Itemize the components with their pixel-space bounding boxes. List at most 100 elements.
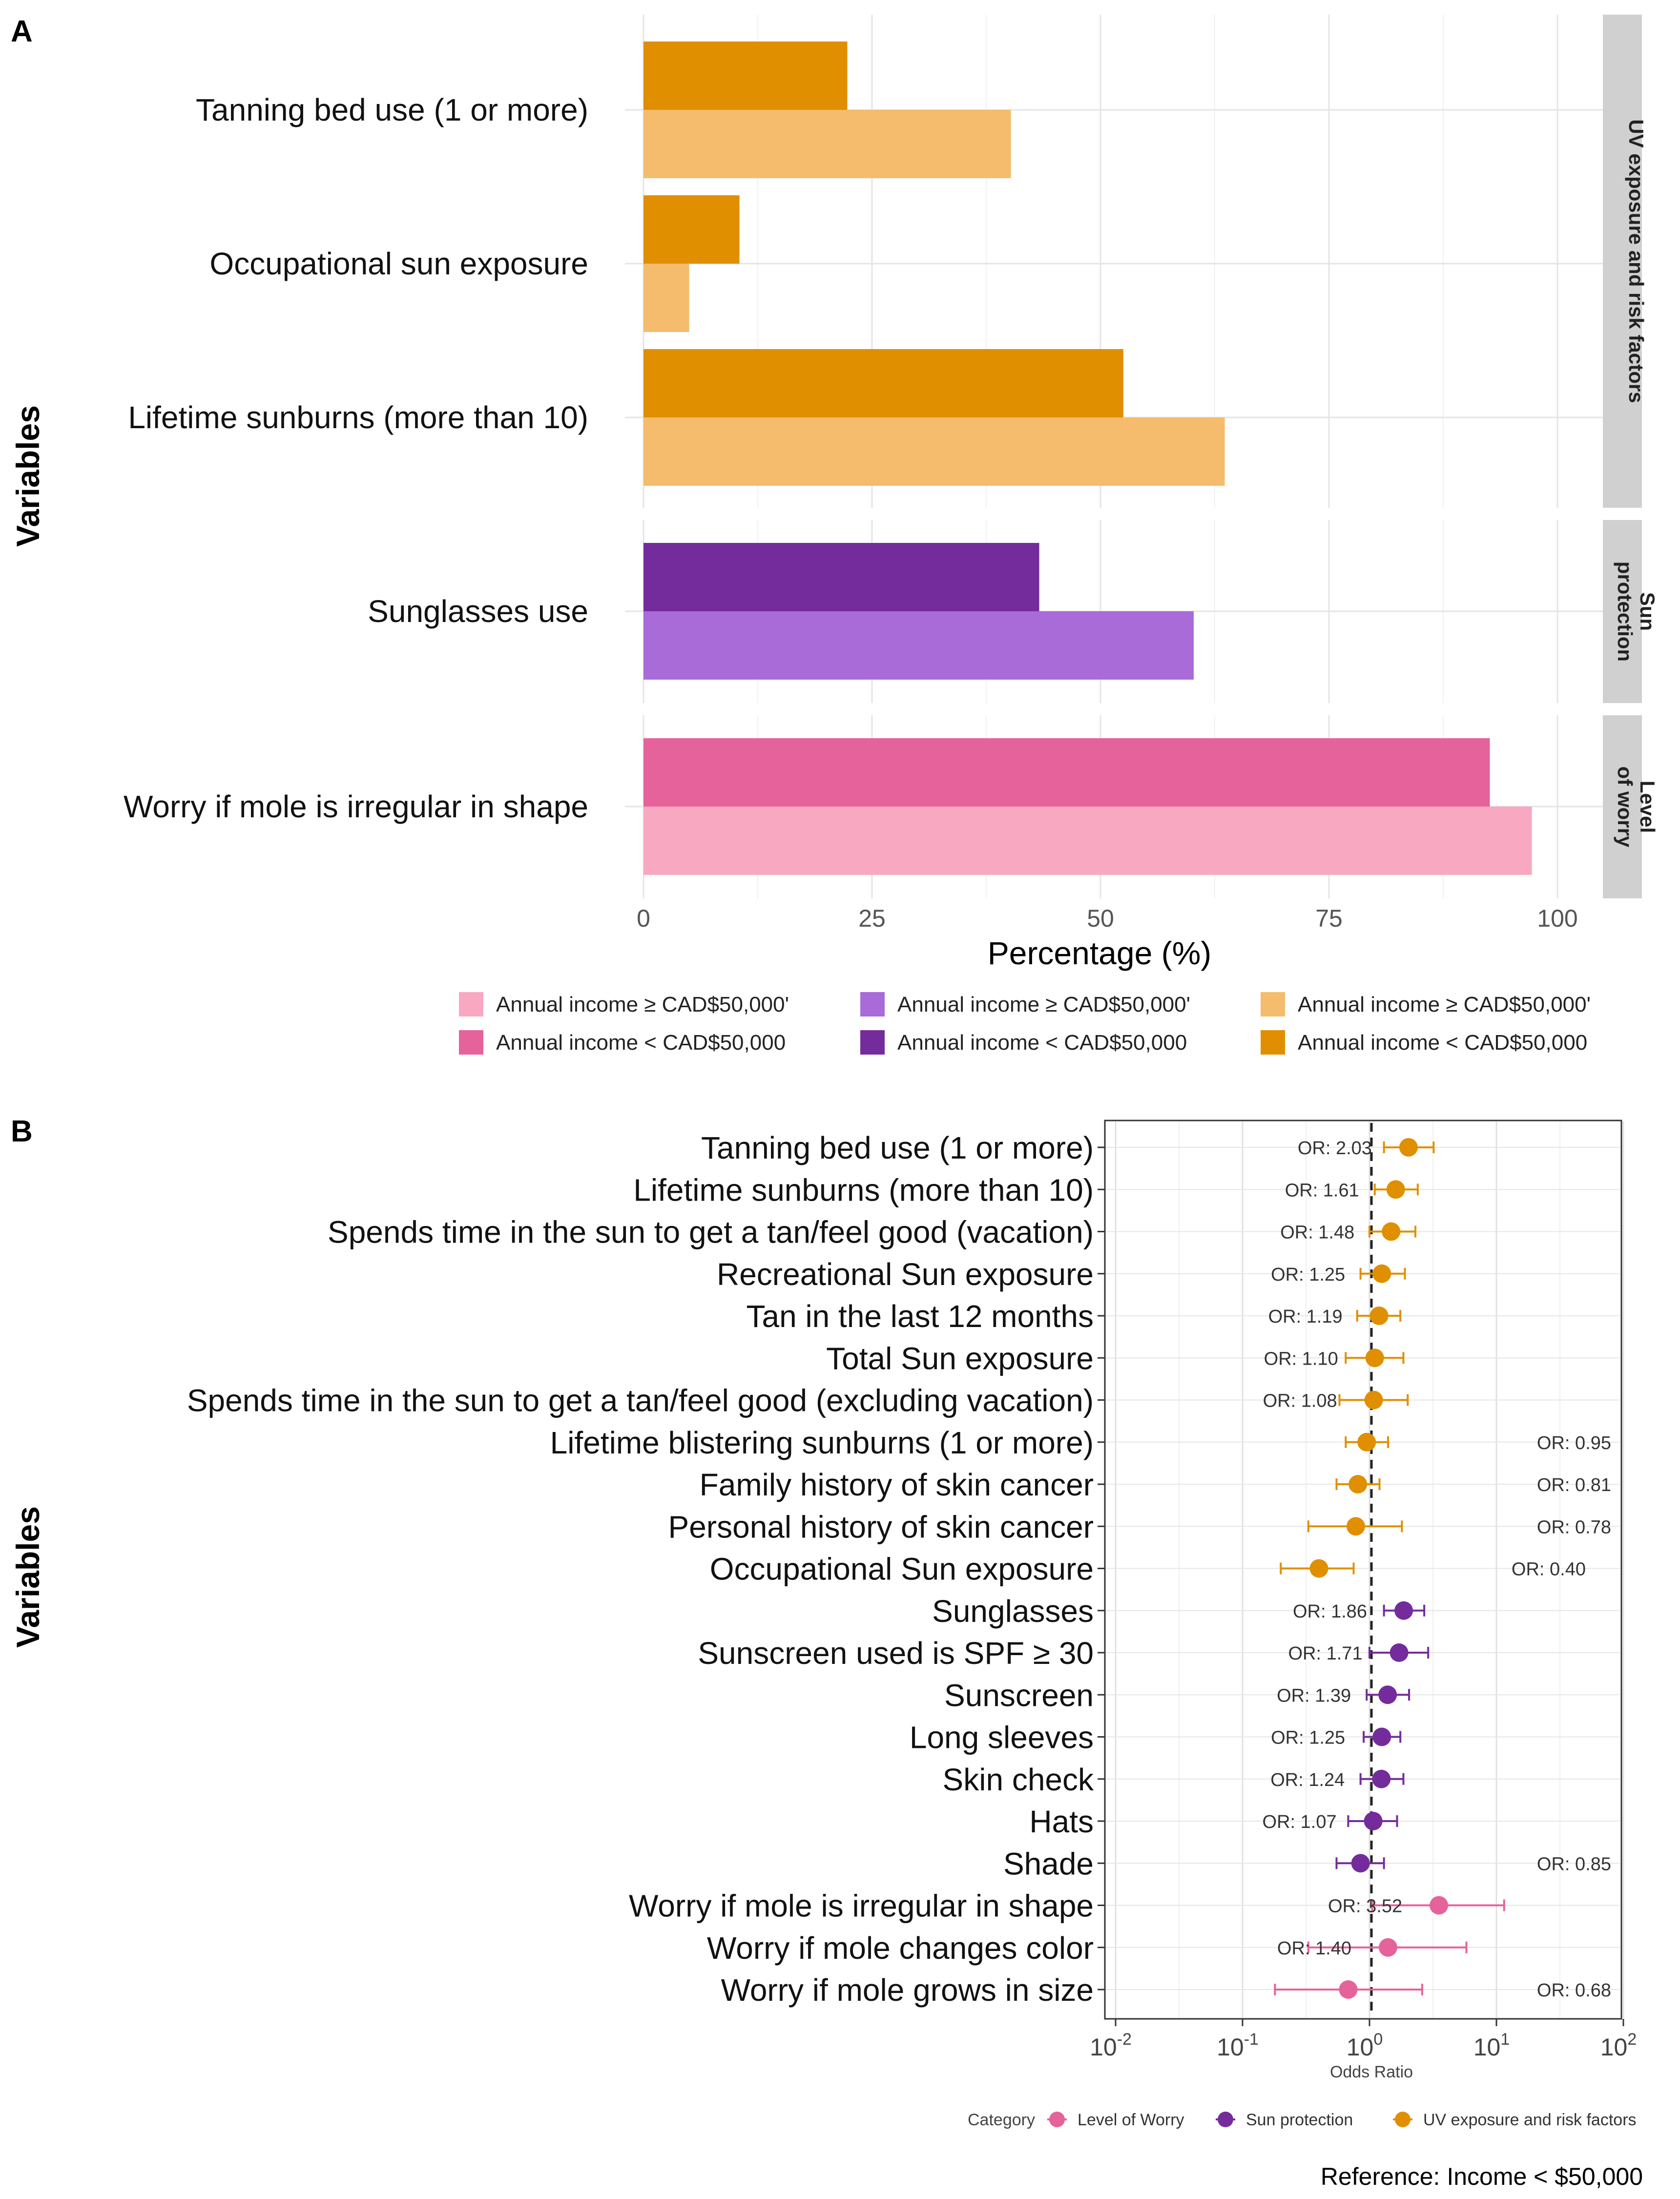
row-label: Tanning bed use (1 or more) xyxy=(701,1130,1094,1165)
or-label: OR: 1.48 xyxy=(1280,1223,1354,1243)
bar xyxy=(643,807,1532,875)
x-tick-label: 10-2 xyxy=(1090,2030,1132,2061)
row-label: Worry if mole changes color xyxy=(707,1930,1094,1966)
or-point xyxy=(1394,1601,1413,1620)
legend-label: Annual income ≥ CAD$50,000' xyxy=(1298,993,1591,1017)
or-label: OR: 0.81 xyxy=(1537,1475,1611,1495)
row-label: Recreational Sun exposure xyxy=(717,1257,1094,1292)
panel-b-xlabel: Odds Ratio xyxy=(1330,2063,1413,2081)
or-point xyxy=(1348,1475,1368,1494)
or-point xyxy=(1369,1307,1389,1325)
or-label: OR: 1.08 xyxy=(1263,1391,1337,1411)
facet-strip xyxy=(1603,15,1642,508)
or-point xyxy=(1339,1980,1358,1999)
x-tick-label: 25 xyxy=(858,905,886,932)
row-label: Personal history of skin cancer xyxy=(668,1509,1094,1544)
legend-label: Annual income < CAD$50,000 xyxy=(1298,1031,1587,1055)
panel-a-x-ticks: 0 25 50 75 100 xyxy=(637,905,1578,932)
panel-b-x-ticks: 10-2 10-1 100 101 102 xyxy=(1090,2019,1637,2061)
x-tick-label: 100 xyxy=(1347,2030,1383,2061)
x-tick-base: 10 xyxy=(1217,2033,1244,2061)
legend-swatch xyxy=(459,992,483,1017)
x-tick-exponent: -1 xyxy=(1244,2030,1259,2049)
or-label: OR: 3.52 xyxy=(1328,1896,1402,1917)
or-label: OR: 0.78 xyxy=(1537,1517,1611,1537)
bar xyxy=(643,417,1225,486)
or-point xyxy=(1309,1559,1328,1578)
or-point xyxy=(1357,1432,1376,1452)
or-point xyxy=(1399,1138,1418,1157)
legend-label: Sun protection xyxy=(1246,2111,1353,2129)
panel-b-rows: Tanning bed use (1 or more) OR: 2.03 Lifet… xyxy=(187,1130,1611,2008)
x-tick-base: 10 xyxy=(1473,2033,1501,2061)
or-label: OR: 1.86 xyxy=(1293,1601,1367,1622)
or-point xyxy=(1378,1685,1397,1704)
facet-strip-label: protection xyxy=(1614,561,1637,662)
bar xyxy=(643,264,689,332)
legend-title: Category xyxy=(968,2111,1035,2129)
x-tick-label: 50 xyxy=(1087,905,1114,932)
panel-a-label: A xyxy=(11,15,33,48)
row-label: Skin check xyxy=(943,1762,1094,1797)
facet-strip-label: Level xyxy=(1636,781,1659,833)
or-label: OR: 1.19 xyxy=(1268,1307,1343,1327)
or-point xyxy=(1372,1769,1391,1788)
legend-key-point xyxy=(1395,2112,1410,2127)
category-label: Occupational sun exposure xyxy=(209,246,588,281)
x-tick-label: 101 xyxy=(1473,2030,1510,2061)
panel-b-legend: Category Level of Worry Sun protection UV e… xyxy=(968,2111,1637,2129)
category-label: Lifetime sunburns (more than 10) xyxy=(128,400,588,435)
or-label: OR: 1.40 xyxy=(1277,1938,1351,1959)
or-label: OR: 1.61 xyxy=(1285,1180,1359,1201)
bar xyxy=(643,110,1011,178)
bar xyxy=(643,543,1039,611)
panel-b-gridlines xyxy=(1106,1121,1624,2018)
x-tick-label: 0 xyxy=(637,905,650,932)
or-point xyxy=(1364,1812,1383,1830)
x-tick-label: 75 xyxy=(1315,905,1343,932)
or-label: OR: 1.24 xyxy=(1270,1770,1345,1790)
legend-label: Annual income < CAD$50,000 xyxy=(496,1031,786,1055)
row-label: Lifetime blistering sunburns (1 or more) xyxy=(550,1425,1094,1460)
x-tick-label: 100 xyxy=(1537,905,1577,932)
x-tick-exponent: 0 xyxy=(1373,2030,1383,2049)
legend-swatch xyxy=(860,992,885,1017)
or-point xyxy=(1351,1854,1370,1873)
facet-strip-label: of worry xyxy=(1614,767,1637,848)
or-point xyxy=(1390,1643,1409,1662)
row-label: Sunscreen xyxy=(944,1678,1094,1713)
or-point xyxy=(1364,1390,1383,1410)
x-tick-exponent: -2 xyxy=(1117,2030,1132,2049)
or-label: OR: 2.03 xyxy=(1298,1138,1372,1159)
legend-label: Level of Worry xyxy=(1078,2111,1184,2129)
legend-label: Annual income ≥ CAD$50,000' xyxy=(897,993,1190,1017)
or-label: OR: 0.40 xyxy=(1512,1559,1586,1580)
panel-b-caption: Reference: Income < $50,000 xyxy=(1321,2163,1643,2190)
or-point xyxy=(1346,1517,1365,1536)
bar xyxy=(643,349,1123,417)
panel-a-ylabel: Variables xyxy=(10,405,46,547)
row-label: Lifetime sunburns (more than 10) xyxy=(633,1172,1094,1207)
bar xyxy=(643,41,848,110)
legend-key-point xyxy=(1049,2112,1065,2127)
or-point xyxy=(1378,1938,1397,1957)
bar xyxy=(643,738,1490,807)
legend-key-point xyxy=(1218,2112,1233,2127)
x-tick-exponent: 2 xyxy=(1627,2030,1637,2049)
panel-a-category-labels: Tanning bed use (1 or more) Occupational … xyxy=(124,92,588,824)
x-tick-base: 10 xyxy=(1600,2033,1628,2061)
panel-a-facet-strips: UV exposure and risk factors Sunprotectio… xyxy=(1603,15,1659,898)
legend-swatch xyxy=(1261,1030,1285,1055)
or-label: OR: 0.95 xyxy=(1537,1433,1611,1453)
x-tick-label: 102 xyxy=(1600,2030,1637,2061)
row-label: Sunscreen used is SPF ≥ 30 xyxy=(698,1636,1094,1671)
panel-a-bars xyxy=(643,41,1532,875)
x-tick-base: 10 xyxy=(1090,2033,1117,2061)
or-point xyxy=(1386,1180,1405,1199)
row-label: Sunglasses xyxy=(932,1594,1094,1629)
facet-strip-label: UV exposure and risk factors xyxy=(1625,119,1648,403)
row-label: Occupational Sun exposure xyxy=(710,1552,1094,1587)
panel-a-legend: Annual income ≥ CAD$50,000' Annual income… xyxy=(459,992,1591,1055)
row-label: Shade xyxy=(1003,1846,1094,1881)
